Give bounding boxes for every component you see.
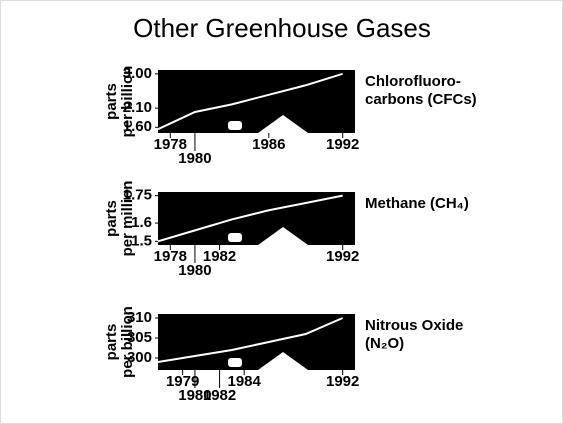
slide-title: Other Greenhouse Gases — [133, 13, 431, 43]
decoration — [228, 358, 242, 367]
y-axis-label: per billion — [119, 66, 136, 138]
series-label: carbons (CFCs) — [365, 91, 477, 108]
y-axis-label: per million — [119, 181, 136, 257]
x-tick-label: 1984 — [228, 373, 262, 390]
series-label: Nitrous Oxide — [365, 317, 463, 334]
decoration — [228, 121, 242, 130]
x-tick-label: 1992 — [326, 248, 359, 265]
y-axis-label: parts — [103, 83, 120, 120]
series-label: (N₂O) — [365, 335, 404, 352]
series-label: Methane (CH₄) — [365, 195, 469, 212]
x-tick-label: 1980 — [178, 150, 211, 167]
y-axis-label: parts — [103, 200, 120, 237]
x-tick-label: 1986 — [252, 136, 285, 153]
plot-area — [158, 314, 355, 370]
series-label: Chlorofluoro- — [365, 73, 461, 90]
x-tick-label: 1992 — [326, 136, 359, 153]
decoration — [228, 233, 242, 242]
slide: Other Greenhouse Gases 3.002.101.6019781… — [0, 0, 563, 424]
y-axis-label: per billion — [119, 306, 136, 378]
x-tick-label: 1992 — [326, 373, 359, 390]
x-tick-label: 1982 — [203, 248, 236, 265]
y-axis-label: parts — [103, 324, 120, 361]
